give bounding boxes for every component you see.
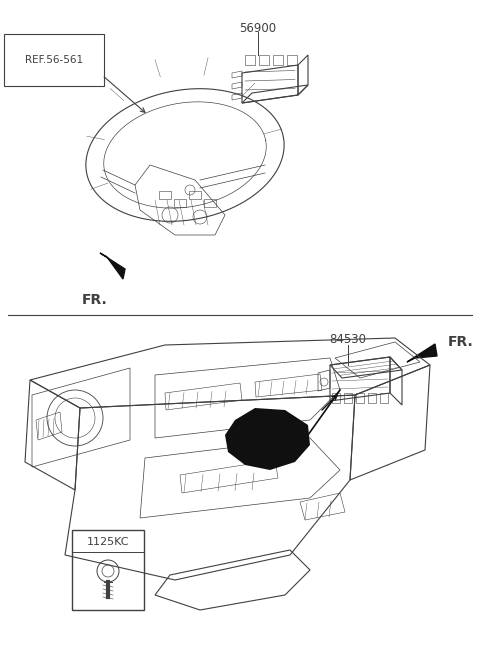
- Text: REF.56-561: REF.56-561: [25, 55, 83, 65]
- Polygon shape: [225, 408, 310, 470]
- Text: 84530: 84530: [329, 333, 367, 346]
- Polygon shape: [100, 253, 125, 279]
- Text: FR.: FR.: [448, 335, 474, 349]
- Polygon shape: [407, 344, 437, 362]
- Text: 1125KC: 1125KC: [87, 537, 129, 547]
- Text: FR.: FR.: [82, 293, 108, 307]
- Text: 56900: 56900: [240, 22, 276, 35]
